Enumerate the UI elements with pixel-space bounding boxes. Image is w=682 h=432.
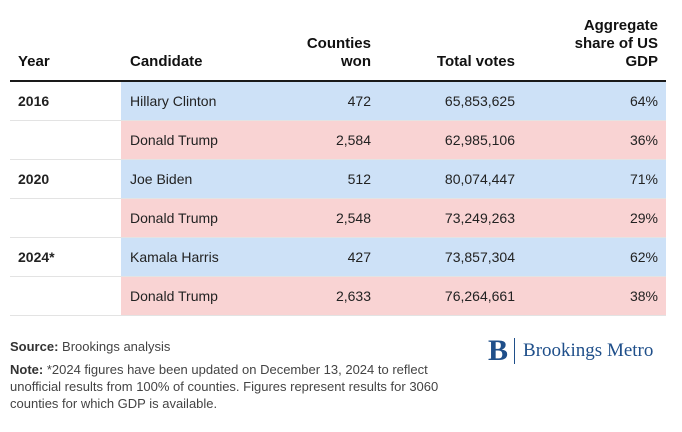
row-highlight [121, 277, 666, 315]
counties-cell: 472 [347, 93, 371, 109]
row-highlight [121, 238, 666, 276]
candidate-cell: Donald Trump [130, 210, 218, 226]
source-label: Source: [10, 339, 59, 354]
note-text-block: Note: *2024 figures have been updated on… [10, 361, 450, 412]
votes-cell: 62,985,106 [444, 132, 515, 148]
votes-cell: 73,249,263 [444, 210, 515, 226]
table-row: Donald Trump 2,584 62,985,106 36% [10, 121, 666, 160]
gdp-cell: 64% [629, 93, 658, 109]
note-label: Note: [10, 362, 44, 377]
votes-cell: 73,857,304 [444, 249, 515, 265]
row-highlight [121, 160, 666, 198]
table-row: 2016 Hillary Clinton 472 65,853,625 64% [10, 82, 666, 121]
row-highlight [121, 199, 666, 237]
gdp-cell: 38% [629, 288, 658, 304]
year-cell: 2024* [18, 249, 55, 265]
row-highlight [121, 121, 666, 159]
table-row: 2020 Joe Biden 512 80,074,447 71% [10, 160, 666, 199]
gdp-cell: 71% [629, 171, 658, 187]
candidate-cell: Hillary Clinton [130, 93, 217, 109]
header-year: Year [18, 53, 50, 70]
header-counties-won: Counties won [306, 35, 371, 70]
brand-mark: B [488, 334, 509, 367]
votes-cell: 65,853,625 [444, 93, 515, 109]
gdp-cell: 29% [629, 210, 658, 226]
source-note: Source: Brookings analysis [10, 338, 450, 355]
gdp-cell: 62% [629, 249, 658, 265]
candidate-cell: Kamala Harris [130, 249, 219, 265]
counties-cell: 2,584 [335, 132, 371, 148]
year-cell: 2016 [18, 93, 50, 109]
brand-name: Brookings Metro [523, 340, 654, 361]
gdp-cell: 36% [629, 132, 658, 148]
header-gdp-share: Aggregate share of US GDP [574, 17, 658, 70]
table-header: Year Candidate Counties won Total votes … [10, 10, 666, 82]
counties-cell: 427 [347, 249, 371, 265]
candidate-cell: Joe Biden [130, 171, 193, 187]
counties-cell: 2,633 [335, 288, 371, 304]
votes-cell: 80,074,447 [444, 171, 515, 187]
results-table: Year Candidate Counties won Total votes … [10, 10, 666, 316]
candidate-cell: Donald Trump [130, 132, 218, 148]
counties-cell: 2,548 [335, 210, 371, 226]
header-total-votes: Total votes [436, 53, 515, 70]
table-row: Donald Trump 2,548 73,249,263 29% [10, 199, 666, 238]
votes-cell: 76,264,661 [444, 288, 515, 304]
table-row: 2024* Kamala Harris 427 73,857,304 62% [10, 238, 666, 277]
table-row: Donald Trump 2,633 76,264,661 38% [10, 277, 666, 316]
brand-divider [514, 338, 516, 364]
brookings-metro-logo: B Brookings Metro [488, 336, 653, 366]
note-text: *2024 figures have been updated on Decem… [10, 362, 439, 411]
candidate-cell: Donald Trump [130, 288, 218, 304]
source-text: Brookings analysis [62, 339, 171, 354]
year-cell: 2020 [18, 171, 50, 187]
row-highlight [121, 82, 666, 120]
footnotes: Source: Brookings analysis Note: *2024 f… [10, 338, 450, 412]
header-candidate: Candidate [130, 53, 203, 70]
counties-cell: 512 [347, 171, 371, 187]
